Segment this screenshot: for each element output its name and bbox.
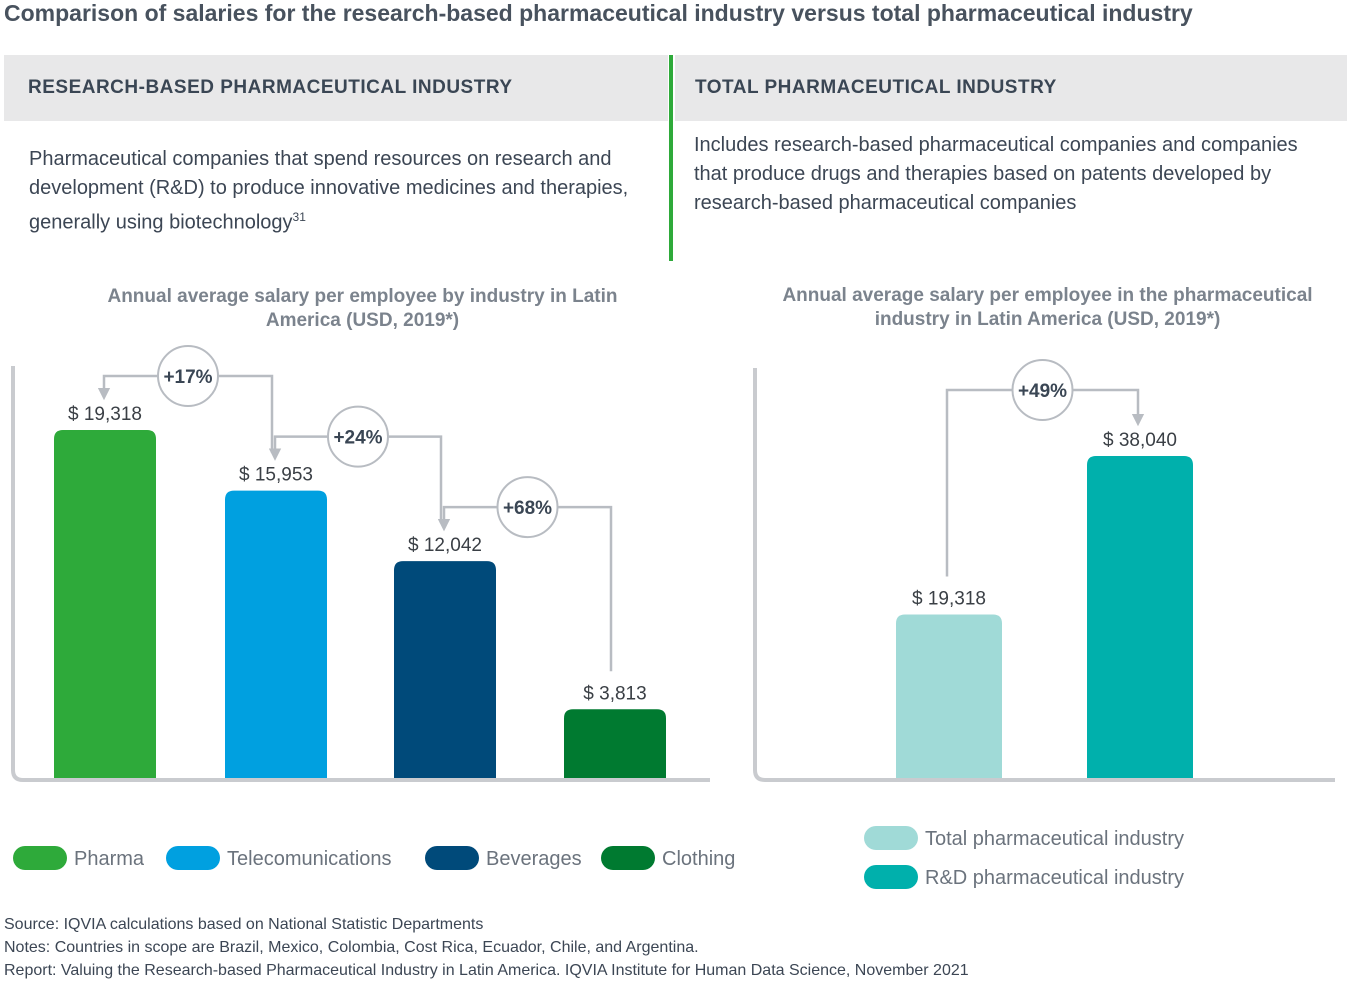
legend-label: Pharma [74,848,145,870]
chart-title: Annual average salary per employee in th… [782,285,1313,330]
annotation: +24% [333,428,382,449]
bar [394,561,496,778]
description-text: Pharmaceutical companies that spend reso… [29,148,629,234]
value-label: $ 19,318 [68,404,142,425]
annotation: +49% [1018,381,1067,402]
source-note: Source: IQVIA calculations based on Nati… [4,916,484,933]
panel-heading: RESEARCH-BASED PHARMACEUTICAL INDUSTRY [4,55,668,121]
annotation-circle [157,345,219,407]
axis-frame [753,368,1335,782]
source-note: Notes: Countries in scope are Brazil, Me… [4,939,699,956]
bar [564,709,666,778]
chart-title: Annual average salary per employee by in… [107,286,618,331]
legend-swatch [864,865,918,889]
legend-label: Clothing [662,848,735,870]
axis-frame [11,366,710,782]
annotation-circle [327,405,389,468]
divider [669,55,673,261]
bar [1087,456,1193,778]
annotation: +68% [503,498,552,519]
bar [54,430,156,778]
panel-description: Includes research-based pharmaceutical c… [694,134,1298,214]
value-label: $ 38,040 [1103,430,1177,451]
annotation-circle [496,476,559,539]
legend-swatch [13,846,67,870]
panel-heading: TOTAL PHARMACEUTICAL INDUSTRY [675,55,1347,121]
page-title: Comparison of salaries for the research-… [4,0,1193,26]
bar [896,614,1002,778]
value-label: $ 3,813 [583,683,646,704]
legend-swatch [601,846,655,870]
legend-label: R&D pharmaceutical industry [925,867,1184,889]
source-note: Report: Valuing the Research-based Pharm… [4,962,969,979]
footnote-ref: 31 [292,210,306,224]
bar [225,490,327,778]
legend-swatch [166,846,220,870]
value-label: $ 15,953 [239,465,313,486]
value-label: $ 19,318 [912,588,986,609]
legend-swatch [864,826,918,850]
legend-label: Telecomunications [227,848,392,870]
annotation: +17% [163,367,212,388]
value-label: $ 12,042 [408,535,482,556]
panel-description: Pharmaceutical companies that spend reso… [29,145,649,238]
legend-swatch [425,846,479,870]
legend-label: Total pharmaceutical industry [925,828,1184,850]
legend-label: Beverages [486,848,582,870]
annotation-circle [1011,359,1074,421]
